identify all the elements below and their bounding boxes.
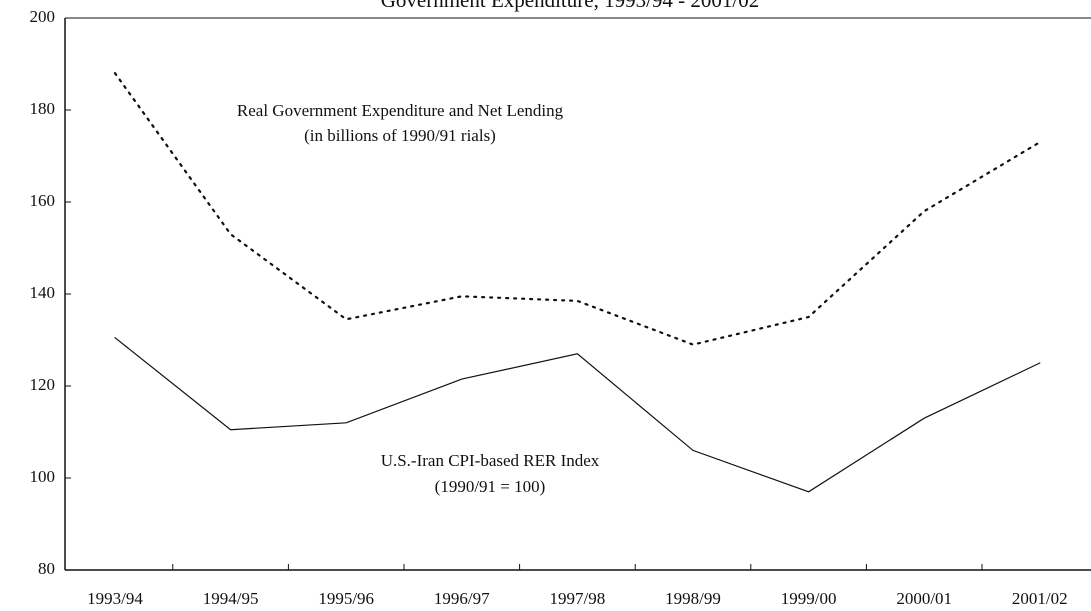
x-tick-label: 1997/98 [550,589,606,608]
y-tick-label: 140 [30,283,56,302]
x-tick-label: 2000/01 [896,589,952,608]
series-label: U.S.-Iran CPI-based RER Index [381,451,600,470]
annotation: (in billions of 1990/91 rials) [304,126,496,145]
y-tick-label: 180 [30,99,56,118]
series-line [113,72,1041,346]
y-tick-label: 200 [30,7,56,26]
series-label: Real Government Expenditure and Net Lend… [237,101,564,120]
x-tick-label: 1994/95 [203,589,259,608]
annotation: (1990/91 = 100) [435,477,546,496]
x-tick-label: 1999/00 [781,589,837,608]
x-tick-label: 2001/02 [1012,589,1068,608]
x-tick-label: 1993/94 [87,589,143,608]
y-tick-label: 120 [30,375,56,394]
series-line [114,337,1041,493]
x-tick-label: 1996/97 [434,589,490,608]
x-tick-label: 1995/96 [318,589,374,608]
y-tick-label: 160 [30,191,56,210]
chart-title: Government Expenditure, 1993/94 - 2001/0… [381,0,760,12]
y-tick-label: 100 [30,467,56,486]
y-tick-label: 80 [38,559,55,578]
x-tick-label: 1998/99 [665,589,721,608]
